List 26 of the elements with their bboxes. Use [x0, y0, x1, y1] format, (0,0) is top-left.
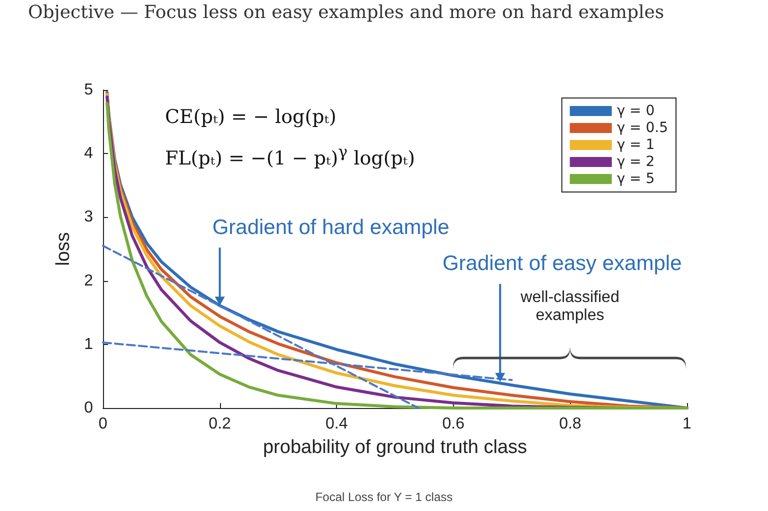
y-tick-label: 3 — [84, 208, 94, 226]
y-tick-label: 2 — [84, 272, 94, 290]
legend-label: γ = 5 — [616, 171, 655, 187]
annotation: CE(pₜ) = − log(pₜ) — [165, 106, 336, 128]
x-axis-title: probability of ground truth class — [262, 437, 528, 458]
chart-title: Objective — Focus less on easy examples and more on hard examples — [28, 2, 664, 23]
y-tick-label: 5 — [84, 82, 94, 98]
text: Focal Loss for Y = 1 class — [314, 490, 454, 504]
annotation: FL(pₜ) = −(1 − pₜ)$^{γ}$ log(pₜ) — [165, 142, 416, 170]
y-tick-label: 0 — [84, 400, 94, 416]
annotation: well-classified examples — [520, 289, 620, 325]
x-tick-label: 0 — [98, 416, 108, 432]
x-tick-label: 0.6 — [442, 416, 465, 432]
x-tick-label: 0.4 — [325, 416, 348, 432]
legend-label: γ = 2 — [616, 154, 655, 170]
legend-label: γ = 0.5 — [616, 120, 668, 136]
y-tick-label: 4 — [84, 145, 94, 162]
annotation: Gradient of easy example — [442, 252, 682, 276]
x-tick-label: 1 — [682, 416, 692, 432]
y-tick-label: 1 — [84, 336, 94, 353]
legend-label: γ = 1 — [616, 137, 655, 153]
annotation: Gradient of hard example — [212, 216, 450, 240]
x-tick-label: 0.2 — [208, 416, 232, 432]
x-tick-label: 0.8 — [559, 416, 582, 432]
legend-label: γ = 0 — [616, 103, 655, 119]
y-axis-title: loss — [53, 232, 74, 266]
